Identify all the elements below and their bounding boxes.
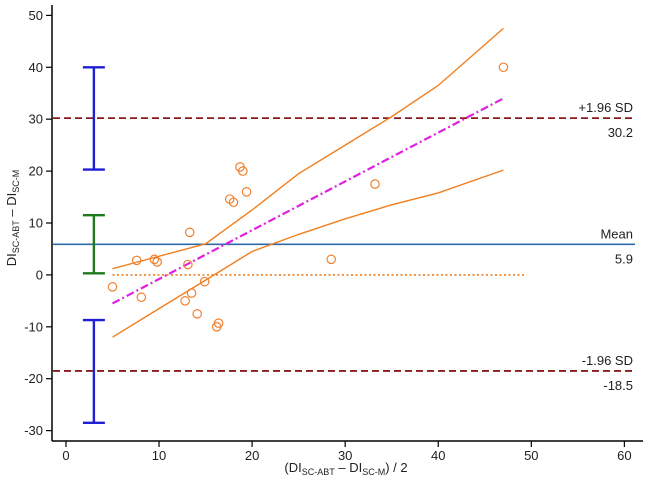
ci-lower-curve: [112, 169, 504, 338]
lower-loa-value: -18.5: [603, 378, 633, 393]
x-tick-label: 40: [431, 448, 445, 463]
ci-bars: [82, 66, 105, 425]
data-point: [136, 292, 147, 303]
x-tick-label: 10: [152, 448, 166, 463]
reference-lines: [53, 117, 635, 372]
x-tick-label: 50: [524, 448, 538, 463]
data-point: [184, 227, 195, 238]
data-point: [152, 257, 162, 267]
ci-upper-curve: [112, 27, 504, 270]
data-point: [107, 282, 118, 292]
data-point: [149, 254, 160, 265]
data-point: [183, 259, 193, 270]
upper-loa-value: 30.2: [608, 125, 633, 140]
y-tick-label: 20: [29, 164, 43, 179]
mean-label: Mean: [600, 226, 633, 241]
y-tick-label: -10: [24, 319, 43, 334]
data-point: [228, 197, 239, 208]
x-tick-label: 60: [617, 448, 631, 463]
y-axis-label: DISC-ABT – DISC-M: [4, 170, 21, 266]
data-point: [213, 318, 224, 328]
data-point: [199, 276, 210, 287]
y-tick-label: -30: [24, 423, 43, 438]
x-tick-label: 20: [245, 448, 259, 463]
data-point: [192, 309, 202, 319]
data-points: [107, 62, 509, 332]
axes: -30 -20 -10 0 10 20 30 40 50 0 10 20 30 40 50 60: [24, 5, 643, 463]
y-tick-label: 0: [36, 267, 43, 282]
confidence-curves: [112, 27, 504, 338]
data-point: [326, 254, 337, 265]
y-tick-label: 50: [29, 8, 43, 23]
x-tick-label: 30: [338, 448, 352, 463]
data-point: [131, 255, 142, 266]
line-labels: +1.96 SD 30.2 Mean 5.9 -1.96 SD -18.5: [578, 100, 633, 393]
data-point: [180, 296, 190, 306]
y-tick-label: 40: [29, 60, 43, 75]
x-axis-label: (DISC-ABT – DISC-M) / 2: [284, 460, 407, 477]
lower-loa-label: -1.96 SD: [582, 353, 633, 368]
data-point: [498, 62, 509, 73]
x-tick-label: 0: [62, 448, 69, 463]
y-tick-label: -20: [24, 371, 43, 386]
data-point: [241, 187, 252, 197]
y-tick-label: 30: [29, 112, 43, 127]
regression-line-group: [111, 97, 504, 305]
upper-loa-label: +1.96 SD: [578, 100, 633, 115]
data-point: [186, 288, 197, 298]
data-point: [370, 179, 380, 189]
y-tick-label: 10: [29, 216, 43, 231]
regression-line: [111, 97, 504, 305]
mean-value: 5.9: [615, 251, 633, 266]
data-point: [237, 166, 248, 176]
